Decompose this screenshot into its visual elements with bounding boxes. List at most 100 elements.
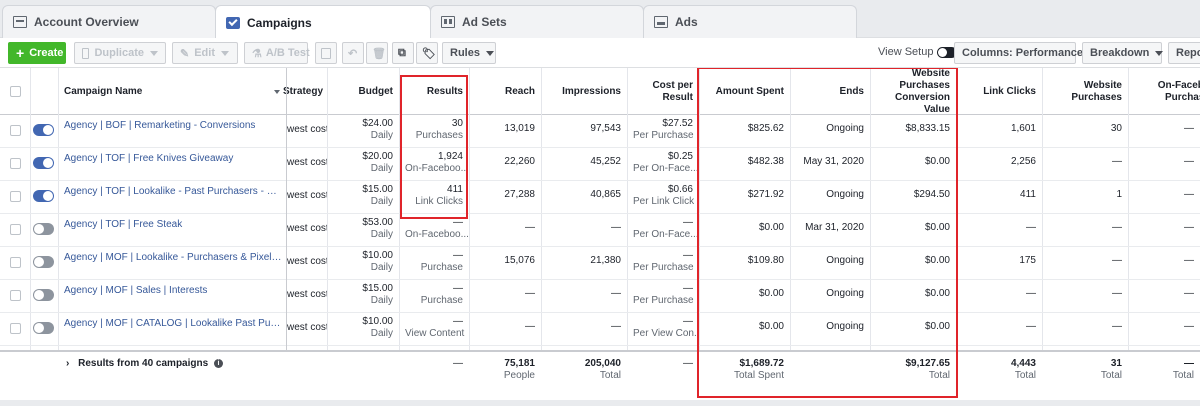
table-row[interactable]: Agency | TOF | Free Steak west cost $53.00… bbox=[0, 214, 1200, 247]
cell-strategy: west cost bbox=[287, 280, 327, 312]
duplicate-button[interactable]: Duplicate bbox=[74, 42, 166, 64]
rules-button[interactable]: Rules bbox=[442, 42, 496, 64]
tab-ad-sets[interactable]: Ad Sets bbox=[430, 5, 644, 38]
cell-sub: Daily bbox=[370, 229, 393, 240]
reports-dropdown[interactable]: Repor bbox=[1168, 42, 1200, 64]
cell-value: $825.62 bbox=[747, 123, 784, 134]
cell-value: $0.00 bbox=[924, 156, 950, 167]
footer-value: — bbox=[453, 358, 463, 369]
header-ends[interactable]: Ends bbox=[790, 68, 870, 115]
header-website-purchases[interactable]: Website Purchases bbox=[1042, 68, 1128, 115]
table-row[interactable]: Agency | MOF | CATALOG | Lookalike Past … bbox=[0, 313, 1200, 346]
select-all-checkbox[interactable] bbox=[10, 86, 21, 97]
cell-ofp: — bbox=[1128, 148, 1200, 180]
cell-value: 15,076 bbox=[504, 255, 535, 266]
campaign-toggle[interactable] bbox=[33, 223, 54, 235]
preview-button[interactable]: ⧉ bbox=[392, 42, 414, 64]
row-checkbox[interactable] bbox=[10, 191, 21, 202]
cell-cpr: — Per Purchase bbox=[627, 280, 699, 312]
cell-results: 30 Purchases bbox=[399, 115, 469, 147]
header-label: Results bbox=[426, 85, 463, 97]
header-label: Website Purchases Conversion Value bbox=[894, 68, 950, 115]
columns-label: Columns: Performance bbox=[962, 47, 1084, 59]
cell-ends: Ongoing bbox=[790, 247, 870, 279]
row-checkbox[interactable] bbox=[10, 158, 21, 169]
view-setup-toggle[interactable] bbox=[936, 46, 957, 58]
create-button[interactable]: + Create bbox=[8, 42, 66, 64]
cell-wp: 30 bbox=[1042, 115, 1128, 147]
horizontal-scrollbar[interactable] bbox=[0, 400, 1200, 406]
archive-button[interactable] bbox=[315, 42, 337, 64]
expand-chevron-icon[interactable]: › bbox=[66, 358, 70, 369]
table-row[interactable]: Agency | TOF | Lookalike - Past Purchase… bbox=[0, 181, 1200, 214]
tag-button[interactable]: 🏷 bbox=[416, 42, 438, 64]
cell-reach: 27,288 bbox=[469, 181, 541, 213]
header-label: Website Purchases bbox=[1071, 79, 1122, 103]
footer-sub: People bbox=[503, 370, 535, 381]
header-label: Budget bbox=[358, 85, 393, 97]
table-row[interactable]: Agency | TOF | Free Knives Giveaway west … bbox=[0, 148, 1200, 181]
row-checkbox[interactable] bbox=[10, 323, 21, 334]
table-row[interactable]: Agency | MOF | Lookalike - Purchasers & … bbox=[0, 247, 1200, 280]
cell-wp: — bbox=[1042, 313, 1128, 345]
trash-icon: 🗑 bbox=[372, 47, 386, 60]
undo-button[interactable]: ↶ bbox=[342, 42, 364, 64]
cell-sub: Daily bbox=[370, 328, 393, 339]
header-strategy[interactable]: Strategy bbox=[283, 68, 327, 115]
row-checkbox[interactable] bbox=[10, 224, 21, 235]
cell-value: $10.00 bbox=[362, 250, 393, 261]
table-row[interactable]: Agency | MOF | Sales | Interests west cos… bbox=[0, 280, 1200, 313]
cell-value: west cost bbox=[287, 256, 327, 267]
row-checkbox[interactable] bbox=[10, 257, 21, 268]
cell-reach: — bbox=[469, 214, 541, 246]
header-results[interactable]: Results bbox=[399, 68, 469, 115]
cell-spent: $0.00 bbox=[699, 313, 790, 345]
view-setup[interactable]: View Setup bbox=[878, 46, 957, 58]
footer-results: — bbox=[399, 352, 469, 400]
cell-value: $294.50 bbox=[913, 189, 950, 200]
cell-value: Ongoing bbox=[826, 189, 864, 200]
columns-dropdown[interactable]: Columns: Performance bbox=[954, 42, 1098, 64]
footer-summary[interactable]: › Results from 40 campaigns i bbox=[58, 352, 286, 400]
campaign-toggle[interactable] bbox=[33, 157, 54, 169]
cell-budget: $15.00 Daily bbox=[327, 280, 399, 312]
campaign-toggle[interactable] bbox=[33, 124, 54, 136]
header-impressions[interactable]: Impressions bbox=[541, 68, 627, 115]
ab-test-button[interactable]: ⚗ A/B Test bbox=[244, 42, 310, 64]
cell-value: 1,601 bbox=[1010, 123, 1036, 134]
tab-campaigns[interactable]: Campaigns bbox=[215, 5, 431, 39]
header-website-purchases-value[interactable]: Website Purchases Conversion Value bbox=[870, 68, 956, 115]
tab-account-overview[interactable]: Account Overview bbox=[2, 5, 216, 38]
footer-sub: Total bbox=[1100, 370, 1122, 381]
header-amount-spent[interactable]: Amount Spent bbox=[699, 68, 790, 115]
info-icon[interactable]: i bbox=[213, 358, 223, 368]
cell-spent: $0.00 bbox=[699, 280, 790, 312]
delete-button[interactable]: 🗑 bbox=[366, 42, 388, 64]
campaign-toggle[interactable] bbox=[33, 322, 54, 334]
cell-cpr: — Per On-Face... bbox=[627, 214, 699, 246]
header-reach[interactable]: Reach bbox=[469, 68, 541, 115]
cell-value: 2,256 bbox=[1010, 156, 1036, 167]
row-checkbox[interactable] bbox=[10, 290, 21, 301]
header-on-facebook-purchases[interactable]: On-Facebo Purchase bbox=[1128, 68, 1200, 115]
campaign-toggle[interactable] bbox=[33, 256, 54, 268]
header-campaign-name[interactable]: Campaign Name bbox=[58, 68, 286, 115]
row-checkbox[interactable] bbox=[10, 125, 21, 136]
tab-ads[interactable]: Ads bbox=[643, 5, 857, 38]
cell-reach: — bbox=[469, 313, 541, 345]
header-cost-per-result[interactable]: Cost per Result bbox=[627, 68, 699, 115]
campaign-toggle[interactable] bbox=[33, 289, 54, 301]
chevron-down-icon bbox=[1155, 50, 1164, 56]
cell-value: 22,260 bbox=[504, 156, 535, 167]
cell-clicks: — bbox=[956, 280, 1042, 312]
cell-cpr: $27.52 Per Purchase bbox=[627, 115, 699, 147]
cell-wpcv: $0.00 bbox=[870, 247, 956, 279]
cell-value: $27.52 bbox=[662, 118, 693, 129]
breakdown-dropdown[interactable]: Breakdown bbox=[1082, 42, 1164, 64]
table-row[interactable]: Agency | BOF | Remarketing - Conversions… bbox=[0, 115, 1200, 148]
campaign-toggle[interactable] bbox=[33, 190, 54, 202]
header-budget[interactable]: Budget bbox=[327, 68, 399, 115]
flask-icon: ⚗ bbox=[252, 47, 262, 60]
header-link-clicks[interactable]: Link Clicks bbox=[956, 68, 1042, 115]
edit-button[interactable]: ✎ Edit bbox=[172, 42, 238, 64]
